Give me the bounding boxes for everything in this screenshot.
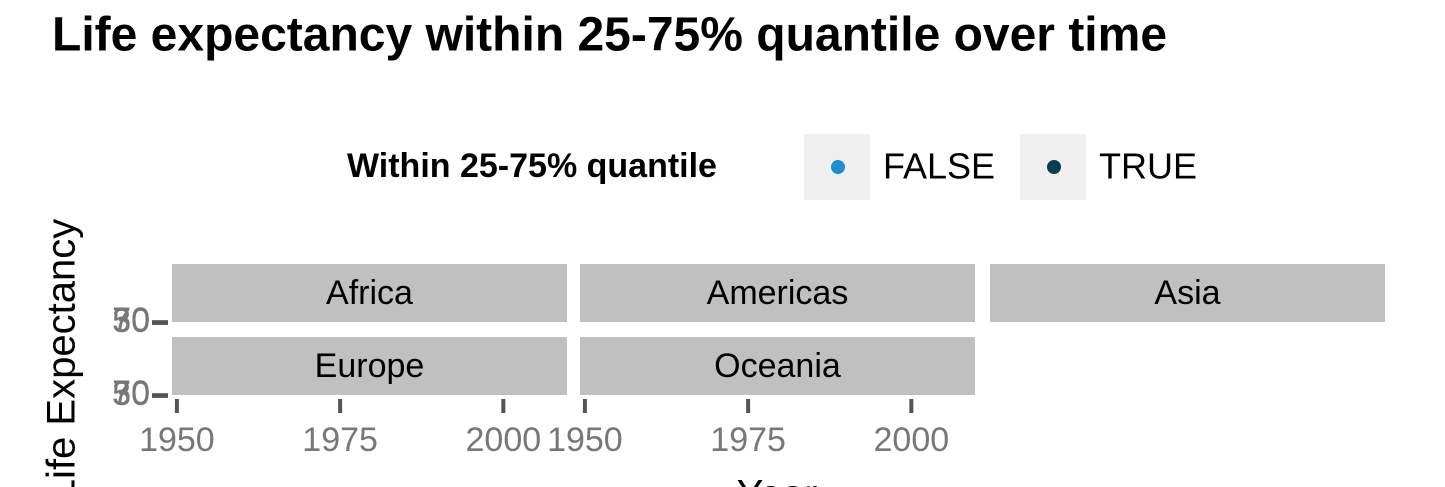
x-tick-label: 1975 <box>710 421 786 459</box>
chart-title: Life expectancy within 25-75% quantile o… <box>52 9 1167 62</box>
facet-strip <box>172 264 567 322</box>
x-tick-label: 1950 <box>139 421 215 459</box>
legend-title: Within 25-75% quantile <box>347 147 717 185</box>
facet-strip <box>990 264 1385 322</box>
x-tick-label: 2000 <box>874 421 950 459</box>
facet-label: Oceania <box>714 347 841 385</box>
panel <box>172 322 567 323</box>
y-tick-label: 70 <box>112 374 150 412</box>
legend-marker <box>1047 160 1061 174</box>
x-axis-label: Year <box>737 473 818 487</box>
x-tick-label: 1950 <box>547 421 623 459</box>
panel <box>990 322 1385 323</box>
x-tick-label: 2000 <box>466 421 542 459</box>
y-tick-label: 50 <box>112 375 150 413</box>
facet-strip <box>580 264 975 322</box>
y-tick-label: 50 <box>112 302 150 340</box>
x-tick-label: 1975 <box>302 421 378 459</box>
legend-marker <box>831 160 845 174</box>
y-axis-label: Life Expectancy <box>40 219 84 487</box>
y-tick-label: 30 <box>112 375 150 413</box>
legend-label: TRUE <box>1099 146 1197 187</box>
panel <box>580 322 975 323</box>
y-tick-label: 30 <box>112 302 150 340</box>
y-tick-label: 70 <box>112 301 150 339</box>
facet-label: Asia <box>1154 274 1220 312</box>
facet-label: Africa <box>326 274 413 312</box>
facet-label: Europe <box>315 347 425 385</box>
panel <box>172 395 567 396</box>
facet-label: Americas <box>707 274 849 312</box>
facet-strip <box>172 337 567 395</box>
facet-strip <box>580 337 975 395</box>
panel <box>580 395 975 396</box>
legend-label: FALSE <box>883 146 995 187</box>
